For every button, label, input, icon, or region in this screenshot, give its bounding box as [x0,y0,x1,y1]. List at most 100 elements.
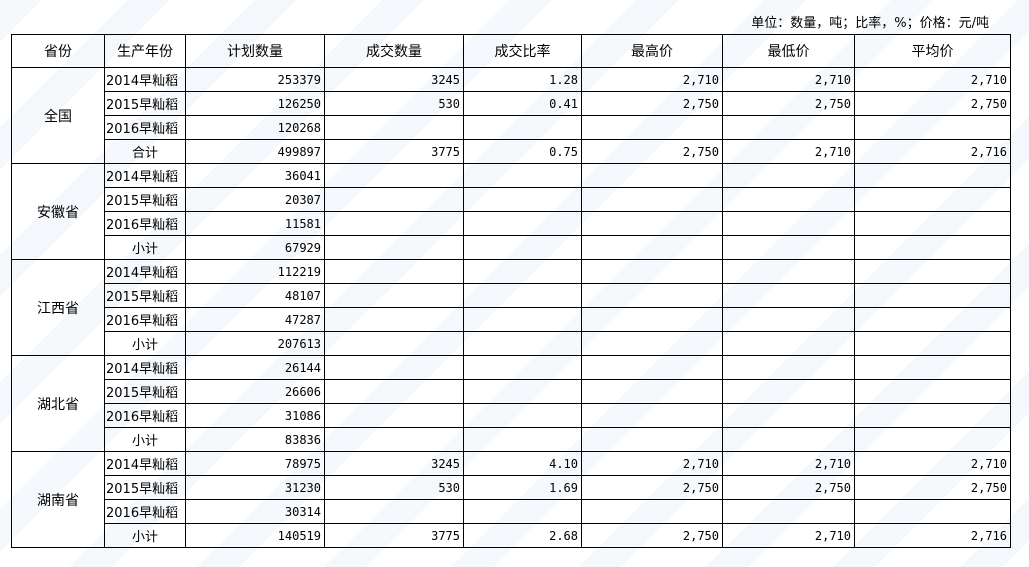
avg-price-cell [854,163,1011,188]
max-price-cell: 2,750 [581,475,723,500]
traded-qty-cell [324,259,464,284]
min-price-cell [722,379,855,404]
max-price-cell [581,259,723,284]
avg-price-cell: 2,750 [854,91,1011,116]
planned-qty-cell: 31086 [185,403,325,428]
table-row: 安徽省 2014早籼稻 36041 [11,163,1011,260]
table-row: 2016早籼稻 31086 [12,403,1011,428]
max-price-cell [581,499,723,524]
trade-ratio-cell [463,331,582,356]
planned-qty-cell: 140519 [185,523,325,548]
year-cell: 2014早籼稻 [104,67,186,92]
planned-qty-cell: 126250 [185,91,325,116]
avg-price-cell [854,403,1011,428]
traded-qty-cell [324,379,464,404]
avg-price-cell [854,115,1011,140]
max-price-cell [581,211,723,236]
trade-ratio-cell [463,235,582,260]
table-row: 小计 83836 [12,427,1011,452]
avg-price-cell [854,355,1011,380]
province-cell: 湖北省 [11,355,105,452]
max-price-cell [581,403,723,428]
year-cell: 合计 [104,139,186,164]
table-row: 2016早籼稻 11581 [12,211,1011,236]
max-price-cell [581,187,723,212]
year-cell: 2014早籼稻 [104,355,186,380]
table-row: 2015早籼稻 20307 [12,187,1011,212]
table-row: 全国 2014早籼稻 253379 3245 1.28 2,710 2,710 2,710 [11,67,1011,164]
year-cell: 2015早籼稻 [104,283,186,308]
traded-qty-cell: 530 [324,475,464,500]
table-row: 2016早籼稻 47287 [12,307,1011,332]
planned-qty-cell: 253379 [185,67,325,92]
header-max-price: 最高价 [581,34,723,68]
header-avg-price: 平均价 [854,34,1011,68]
year-cell: 2016早籼稻 [104,115,186,140]
year-cell: 小计 [104,235,186,260]
avg-price-cell: 2,716 [854,523,1011,548]
min-price-cell: 2,750 [722,475,855,500]
traded-qty-cell [324,235,464,260]
table-row: 江西省 2014早籼稻 112219 [11,259,1011,356]
min-price-cell: 2,710 [722,523,855,548]
min-price-cell [722,235,855,260]
avg-price-cell [854,283,1011,308]
table-row: 合计 499897 3775 0.75 2,750 2,710 2,716 [12,139,1011,164]
unit-note: 单位：数量，吨；比率，%；价格：元/吨 [751,16,989,31]
traded-qty-cell [324,307,464,332]
min-price-cell [722,211,855,236]
avg-price-cell [854,187,1011,212]
table-row: 2015早籼稻 48107 [12,283,1011,308]
traded-qty-cell: 3245 [324,451,464,476]
trade-ratio-cell [463,355,582,380]
planned-qty-cell: 36041 [185,163,325,188]
planned-qty-cell: 78975 [185,451,325,476]
province-cell: 江西省 [11,259,105,356]
year-cell: 小计 [104,331,186,356]
max-price-cell [581,379,723,404]
trade-results-table: 省份 生产年份 计划数量 成交数量 成交比率 最高价 最低价 平均价 全国 201… [11,34,1011,548]
table-row: 湖北省 2014早籼稻 26144 [11,355,1011,452]
province-cell: 安徽省 [11,163,105,260]
year-cell: 小计 [104,523,186,548]
planned-qty-cell: 83836 [185,427,325,452]
year-cell: 2014早籼稻 [104,259,186,284]
year-cell: 小计 [104,427,186,452]
avg-price-cell [854,427,1011,452]
avg-price-cell [854,235,1011,260]
min-price-cell [722,499,855,524]
table-row: 2015早籼稻 126250 530 0.41 2,750 2,750 2,750 [12,91,1011,116]
trade-ratio-cell: 2.68 [463,523,582,548]
max-price-cell [581,307,723,332]
header-row: 省份 生产年份 计划数量 成交数量 成交比率 最高价 最低价 平均价 [11,34,1011,68]
table-row: 2016早籼稻 120268 [12,115,1011,140]
header-planned-qty: 计划数量 [185,34,325,68]
planned-qty-cell: 26606 [185,379,325,404]
max-price-cell [581,163,723,188]
traded-qty-cell [324,355,464,380]
trade-ratio-cell [463,115,582,140]
trade-ratio-cell [463,163,582,188]
header-min-price: 最低价 [722,34,855,68]
max-price-cell [581,115,723,140]
traded-qty-cell [324,403,464,428]
year-cell: 2015早籼稻 [104,187,186,212]
table-row: 湖南省 2014早籼稻 78975 3245 4.10 2,710 2,710 2,710 [11,451,1011,548]
avg-price-cell [854,259,1011,284]
min-price-cell [722,403,855,428]
max-price-cell: 2,750 [581,523,723,548]
year-cell: 2016早籼稻 [104,499,186,524]
planned-qty-cell: 26144 [185,355,325,380]
avg-price-cell [854,211,1011,236]
avg-price-cell: 2,710 [854,451,1011,476]
table-row: 2015早籼稻 31230 530 1.69 2,750 2,750 2,750 [12,475,1011,500]
min-price-cell: 2,710 [722,67,855,92]
year-cell: 2014早籼稻 [104,451,186,476]
traded-qty-cell [324,283,464,308]
header-traded-qty: 成交数量 [324,34,464,68]
trade-ratio-cell: 0.75 [463,139,582,164]
planned-qty-cell: 31230 [185,475,325,500]
planned-qty-cell: 207613 [185,331,325,356]
avg-price-cell: 2,710 [854,67,1011,92]
max-price-cell: 2,750 [581,91,723,116]
